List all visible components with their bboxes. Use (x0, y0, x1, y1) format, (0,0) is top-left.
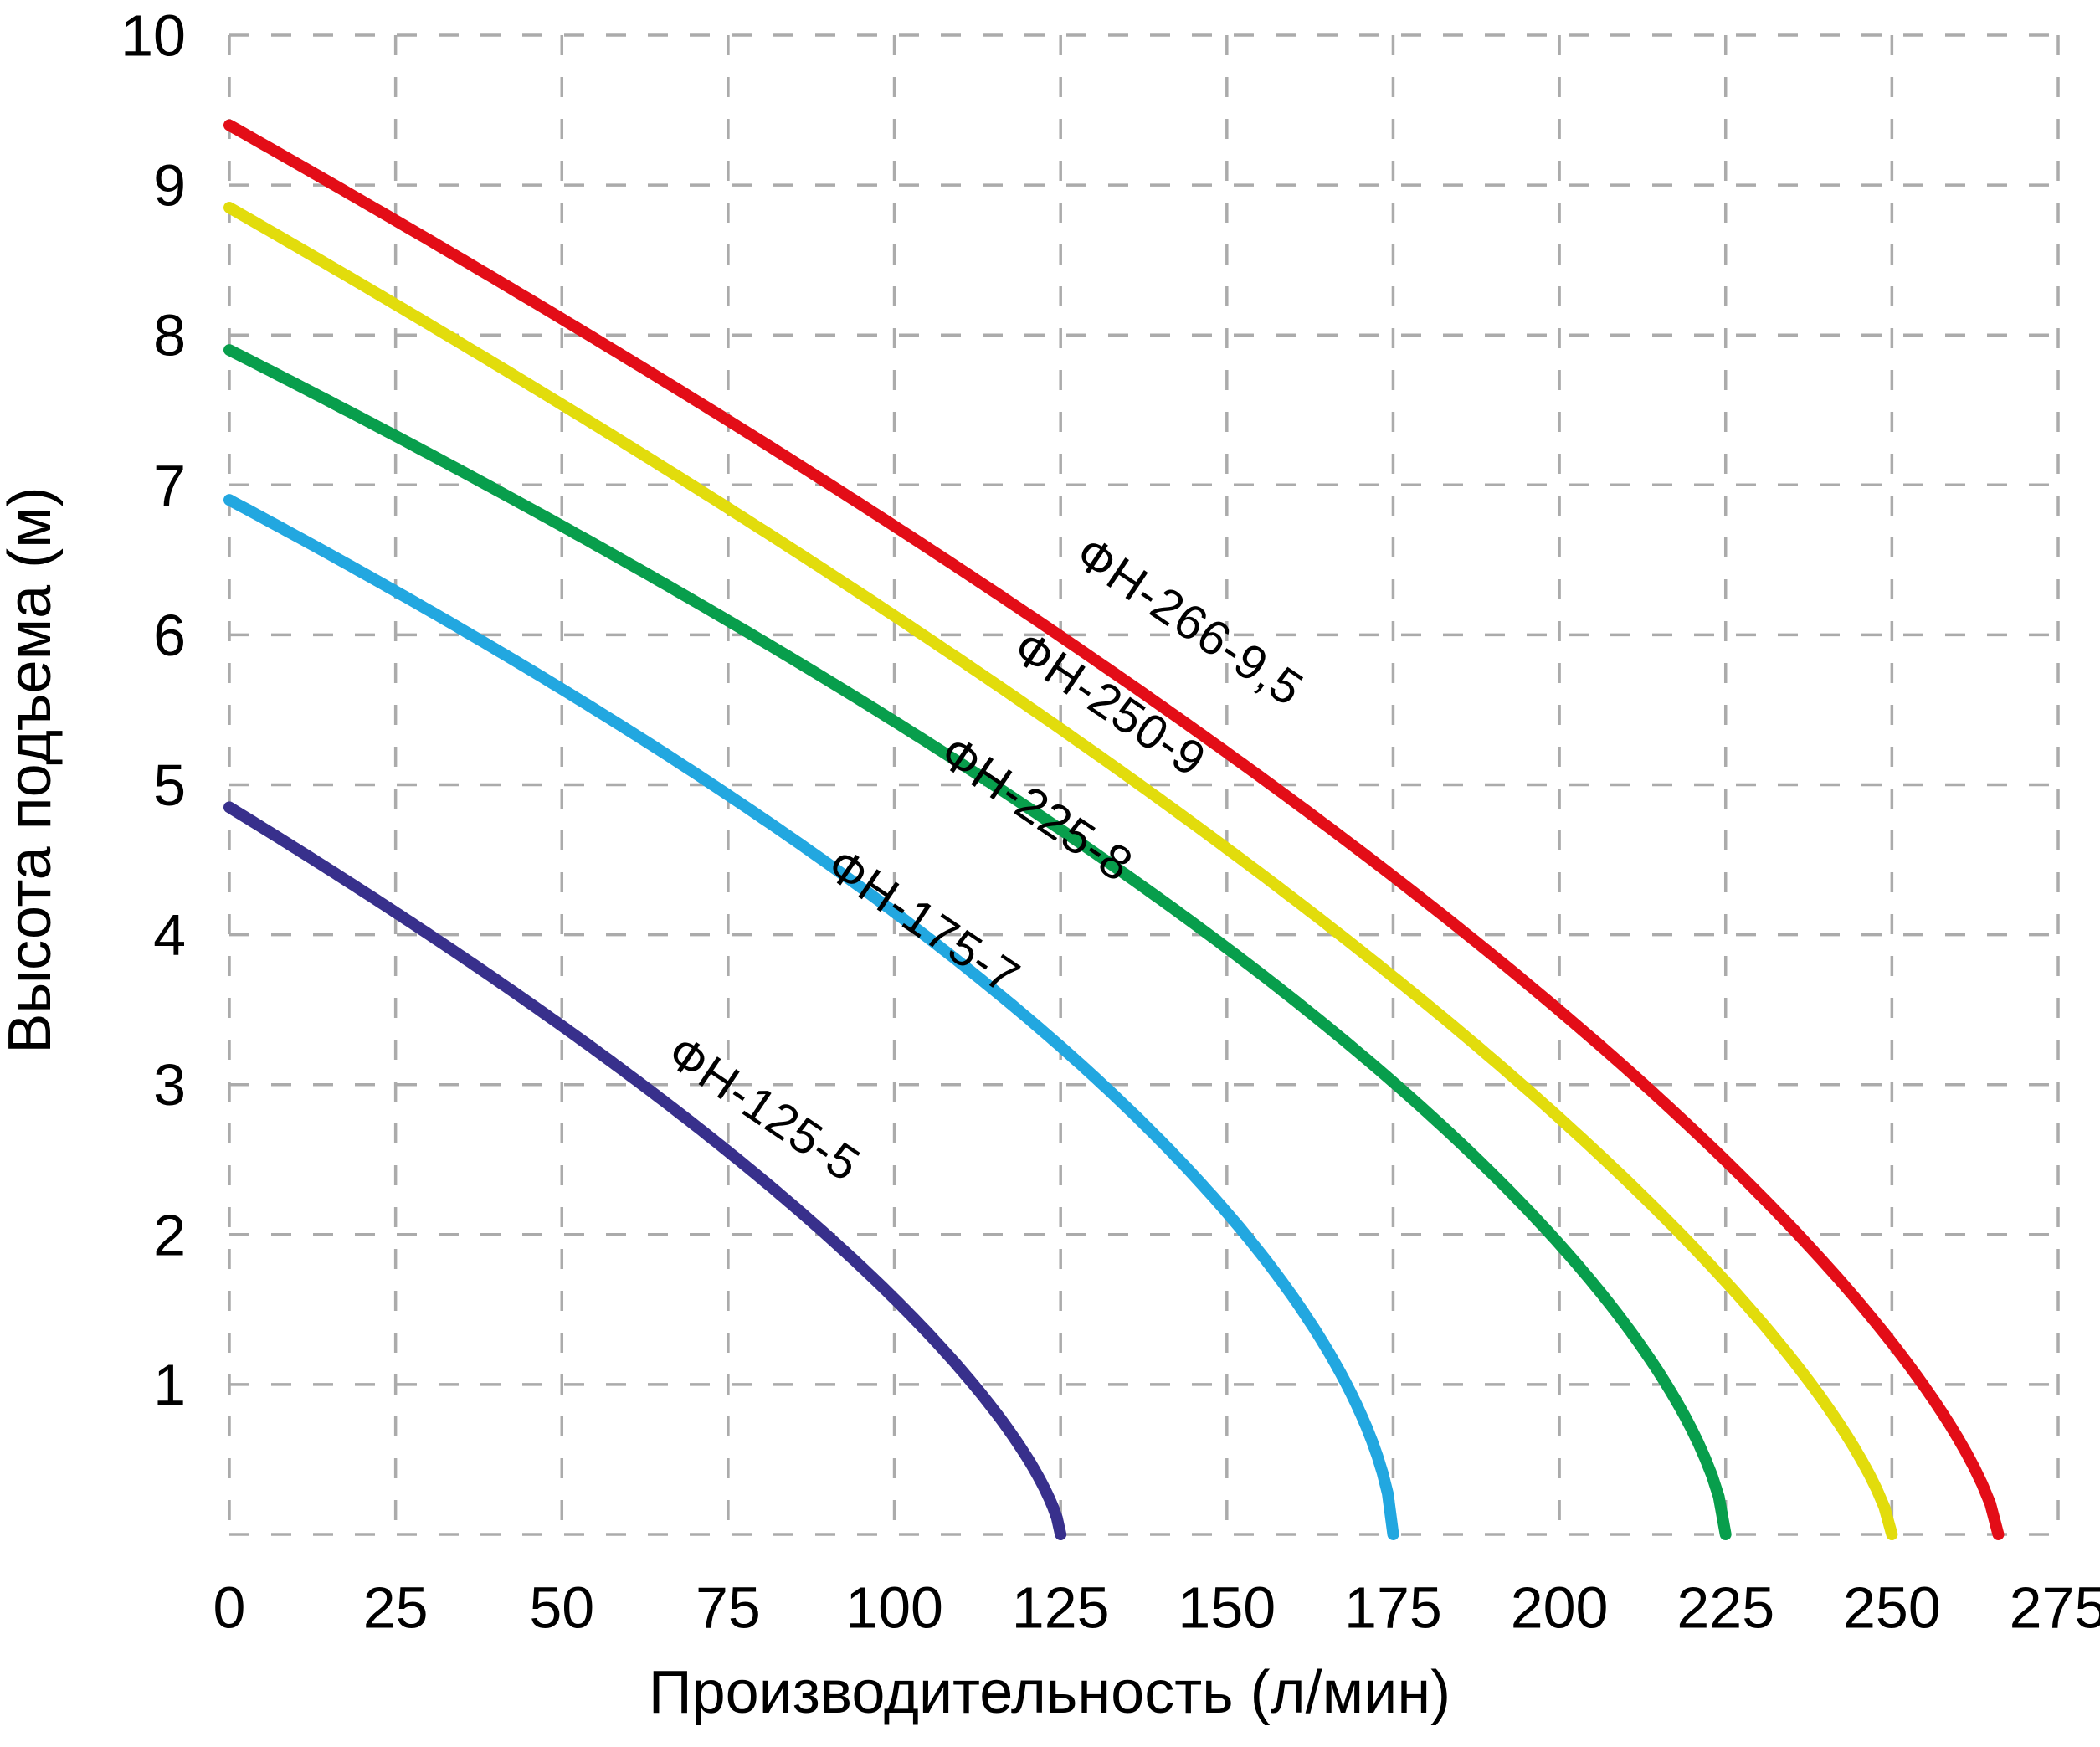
y-axis-title: Высота подъема (м) (0, 486, 64, 1053)
curve-label-fn-225-8: ФН-225-8 (931, 725, 1142, 892)
y-tick-label: 8 (153, 303, 186, 368)
y-tick-label: 3 (153, 1052, 186, 1118)
grid-layer (228, 33, 2060, 1536)
x-tick-label: 75 (696, 1575, 761, 1641)
x-tick-label: 150 (1178, 1575, 1276, 1641)
x-tick-label: 50 (529, 1575, 594, 1641)
x-tick-label: 250 (1843, 1575, 1941, 1641)
curve-labels-layer: ФН-266-9,5ФН-250-9ФН-225-8ФН-175-7ФН-125… (658, 526, 1313, 1192)
curves-layer (223, 119, 2005, 1540)
y-tick-label: 10 (121, 3, 186, 69)
x-tick-label: 25 (363, 1575, 429, 1641)
x-tick-label: 200 (1511, 1575, 1609, 1641)
x-tick-label: 175 (1344, 1575, 1442, 1641)
y-tick-label: 1 (153, 1352, 186, 1417)
x-axis-title: Производительность (л/мин) (649, 1659, 1450, 1726)
y-tick-label: 4 (153, 902, 186, 968)
tick-labels-layer: 0 25 50 75 100 125 150 175 200 225 250 275 1 2 3 4 5 6 7 8 9… (121, 3, 2100, 1641)
curve-fn-175-7 (223, 494, 1399, 1540)
curve-fn-125-5 (223, 801, 1067, 1540)
y-tick-label: 5 (153, 753, 186, 818)
curve-label-fn-125-5: ФН-125-5 (658, 1025, 870, 1192)
y-tick-label: 6 (153, 603, 186, 668)
y-tick-label: 2 (153, 1202, 186, 1267)
curve-fn-266-9-5 (223, 119, 2005, 1540)
curve-fn-250-9 (223, 202, 1898, 1540)
x-tick-label: 275 (2010, 1575, 2100, 1641)
curve-fn-225-8 (223, 344, 1732, 1540)
x-tick-label: 100 (845, 1575, 943, 1641)
x-tick-label: 125 (1012, 1575, 1110, 1641)
y-tick-label: 7 (153, 453, 186, 518)
x-tick-label: 225 (1676, 1575, 1774, 1641)
x-tick-label: 0 (213, 1575, 246, 1641)
curve-label-fn-175-7: ФН-175-7 (818, 837, 1029, 1005)
y-tick-label: 9 (153, 153, 186, 218)
